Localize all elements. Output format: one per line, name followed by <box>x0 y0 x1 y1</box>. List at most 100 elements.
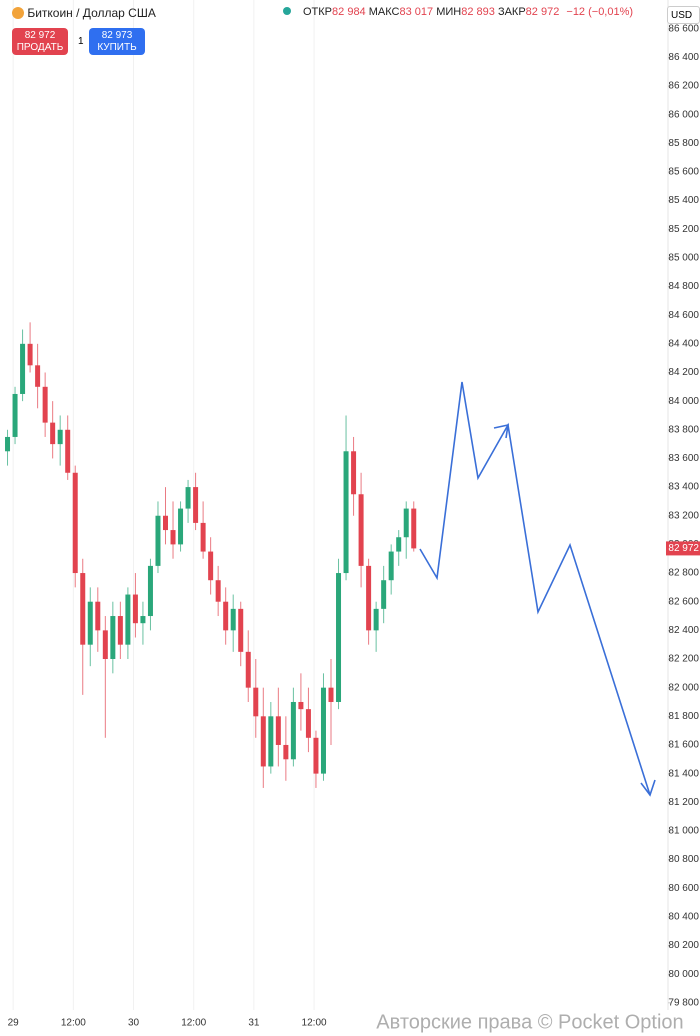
candle-body <box>170 530 176 545</box>
y-tick-label: 80 600 <box>668 883 699 894</box>
y-tick-label: 86 200 <box>668 81 699 92</box>
y-tick-label: 81 400 <box>668 768 699 779</box>
y-tick-label: 84 600 <box>668 310 699 321</box>
candle-body <box>50 422 56 445</box>
y-tick-label: 80 800 <box>668 854 699 865</box>
y-tick-label: 85 400 <box>668 195 699 206</box>
candle-body <box>132 594 138 624</box>
candle-body <box>260 716 266 767</box>
y-tick-label: 85 600 <box>668 167 699 178</box>
y-tick-label: 85 200 <box>668 224 699 235</box>
candle-body <box>238 608 244 652</box>
drawn-arrows <box>419 381 656 797</box>
y-tick-label: 85 800 <box>668 138 699 149</box>
candle-body <box>343 451 349 574</box>
candle-body <box>42 386 48 423</box>
low-value: 82 893 <box>461 6 495 18</box>
y-tick-label: 82 000 <box>668 682 699 693</box>
candle-body <box>336 573 342 702</box>
candle-body <box>125 594 131 645</box>
high-value: 83 017 <box>399 6 434 18</box>
candle-body <box>20 343 26 394</box>
candle-body <box>290 701 296 760</box>
x-tick-label: 12:00 <box>181 1018 206 1029</box>
y-tick-label: 83 400 <box>668 482 699 493</box>
y-tick-label: 81 000 <box>668 826 699 837</box>
y-tick-label: 85 000 <box>668 253 699 264</box>
sell-button[interactable]: 82 972 ПРОДАТЬ <box>12 28 68 55</box>
candle-body <box>87 601 93 645</box>
candle-body <box>328 687 334 702</box>
candle-body <box>193 487 199 523</box>
candle-body <box>140 616 146 624</box>
y-tick-label: 82 200 <box>668 654 699 665</box>
y-tick-label: 86 600 <box>668 23 699 34</box>
candle-body <box>245 651 251 688</box>
status-dot <box>283 7 291 15</box>
x-tick-label: 12:00 <box>302 1018 327 1029</box>
y-tick-label: 80 200 <box>668 940 699 951</box>
candle-body <box>12 393 18 437</box>
y-tick-label: 83 200 <box>668 510 699 521</box>
y-tick-label: 80 000 <box>668 969 699 980</box>
candle-body <box>320 687 326 774</box>
candle-body <box>366 565 372 631</box>
candle-body <box>358 494 364 566</box>
y-tick-label: 82 400 <box>668 625 699 636</box>
currency-select[interactable]: USD <box>667 6 700 24</box>
candle-body <box>403 508 409 538</box>
y-tick-label: 81 200 <box>668 797 699 808</box>
candle-body <box>102 630 108 660</box>
y-tick-label: 84 200 <box>668 367 699 378</box>
y-tick-label: 80 400 <box>668 912 699 923</box>
y-tick-label: 83 800 <box>668 424 699 435</box>
candle-body <box>155 515 161 566</box>
arrow-head <box>640 779 656 797</box>
x-tick-label: 29 <box>8 1018 20 1029</box>
y-tick-label: 81 600 <box>668 740 699 751</box>
candle-body <box>381 580 387 609</box>
amount: 1 <box>78 36 84 47</box>
candle-body <box>117 616 123 645</box>
y-tick-label: 82 800 <box>668 568 699 579</box>
open-label: ОТКР <box>303 6 333 18</box>
candle-body <box>163 515 168 531</box>
candle-body <box>5 436 11 452</box>
buy-label: КУПИТЬ <box>97 42 137 53</box>
x-tick-label: 31 <box>248 1018 260 1029</box>
change: −12 (−0,01%) <box>566 6 634 18</box>
y-tick-label: 83 600 <box>668 453 699 464</box>
arrow-path <box>419 381 651 796</box>
candle-body <box>388 551 394 581</box>
y-tick-label: 79 800 <box>668 997 699 1008</box>
low-label: МИН <box>436 6 462 18</box>
candle-body <box>147 565 153 617</box>
symbol-row: Биткоин / Доллар США <box>12 6 156 20</box>
price-tag <box>666 541 700 556</box>
candle-body <box>185 487 191 509</box>
candle-body <box>351 451 357 495</box>
bitcoin-icon <box>12 7 24 19</box>
arrow-head <box>493 423 509 439</box>
candle-body <box>305 709 311 738</box>
candle-body <box>275 716 281 745</box>
x-tick-label: 30 <box>128 1018 140 1029</box>
buy-button[interactable]: 82 973 КУПИТЬ <box>89 28 145 55</box>
candle-body <box>230 608 236 631</box>
candle-body <box>35 365 41 387</box>
y-tick-label: 84 400 <box>668 338 699 349</box>
candle-body <box>253 687 259 717</box>
y-tick-label: 84 800 <box>668 281 699 292</box>
high-label: МАКС <box>368 6 400 18</box>
watermark: Авторские права © Pocket Option <box>376 1011 683 1033</box>
symbol[interactable]: Биткоин / Доллар США <box>27 6 156 20</box>
sell-price: 82 972 <box>24 30 56 41</box>
y-tick-label: 86 000 <box>668 109 699 120</box>
candle-body <box>208 551 214 581</box>
ohlc-row: ОТКР82 984 МАКС83 017 МИН82 893 ЗАКР82 9… <box>283 6 633 18</box>
candle-body <box>178 508 184 545</box>
y-tick-label: 82 600 <box>668 596 699 607</box>
candle-body <box>411 508 417 549</box>
